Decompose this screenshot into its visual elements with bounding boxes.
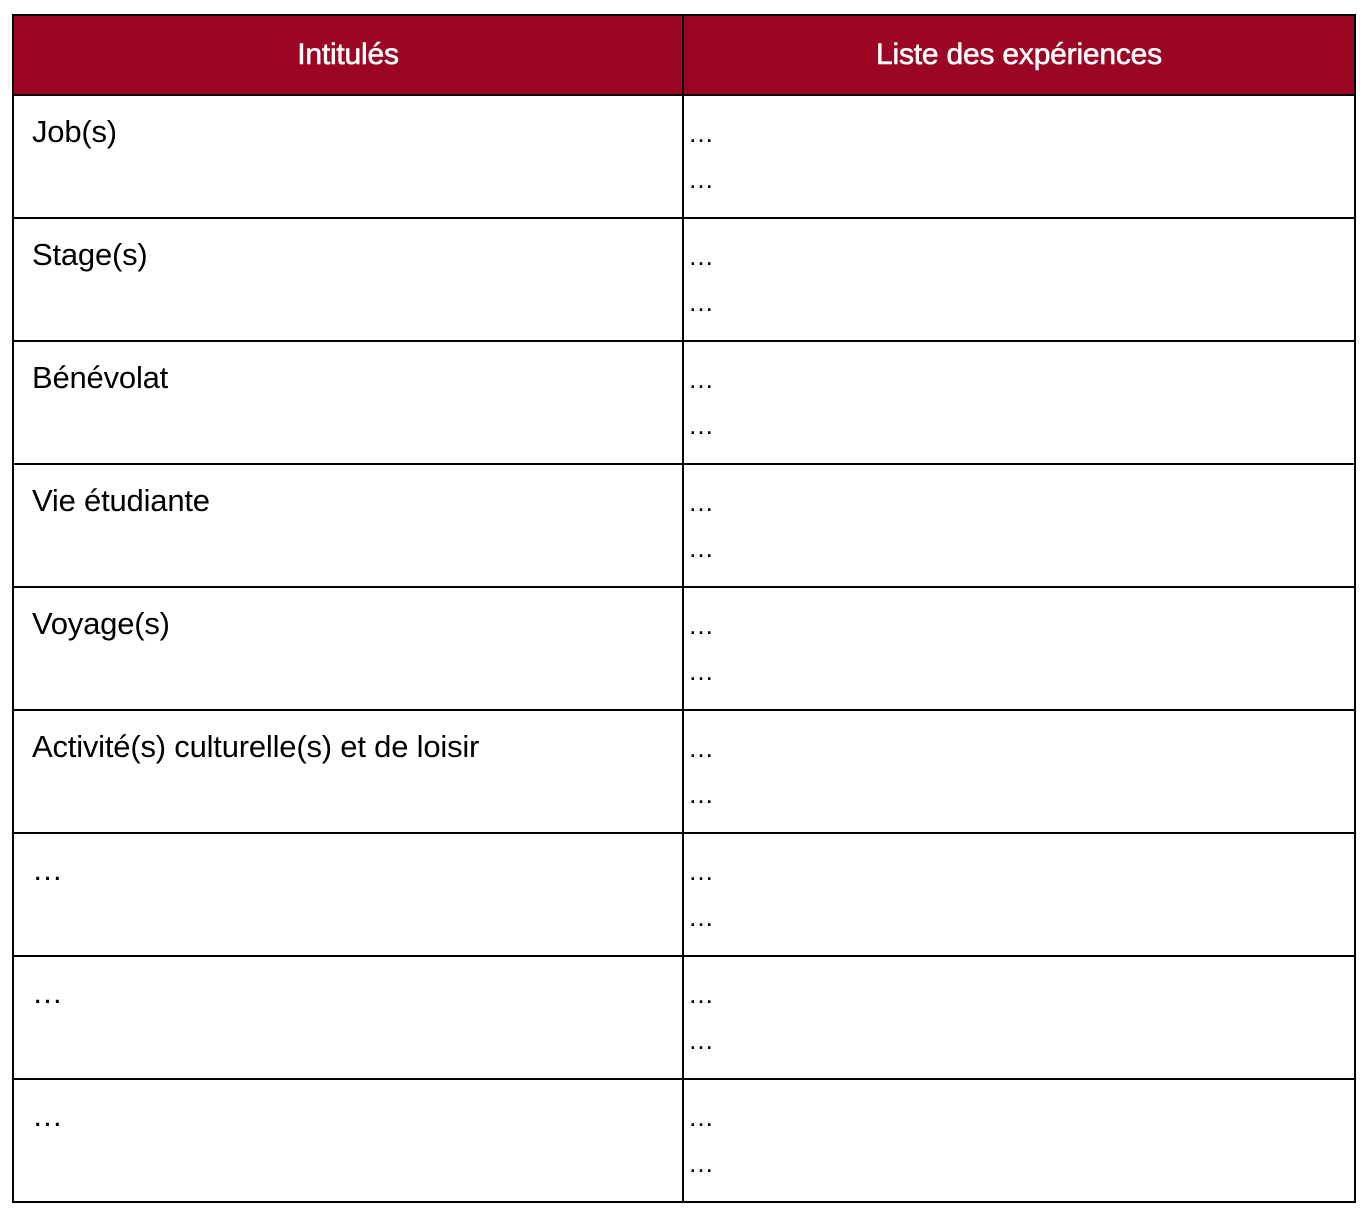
intitule-label: Voyage(s): [32, 606, 170, 641]
intitule-label: Bénévolat: [32, 360, 169, 395]
experience-entry: …: [688, 656, 715, 686]
table-header: Intitulés Liste des expériences: [12, 14, 1356, 96]
intitule-cell: Vie étudiante: [12, 463, 684, 588]
experiences-cell: ……: [682, 463, 1356, 588]
header-label-experiences: Liste des expériences: [876, 38, 1163, 72]
header-row: Intitulés Liste des expériences: [12, 14, 1356, 96]
intitule-cell: Stage(s): [12, 217, 684, 342]
intitule-cell: …: [12, 955, 684, 1080]
experience-entry: …: [688, 533, 715, 563]
intitule-label: …: [32, 975, 63, 1010]
experiences-cell: ……: [682, 586, 1356, 711]
intitule-cell: …: [12, 832, 684, 957]
experience-entry: …: [688, 733, 715, 763]
experience-entry: …: [688, 118, 715, 148]
experience-entry: …: [688, 979, 715, 1009]
experiences-table-container: Intitulés Liste des expériences Job(s)………: [12, 14, 1356, 1203]
experiences-table: Intitulés Liste des expériences Job(s)………: [12, 14, 1356, 1203]
experience-entry: …: [688, 779, 715, 809]
intitule-label: …: [32, 1098, 63, 1133]
experiences-cell: ……: [682, 94, 1356, 219]
intitule-cell: Bénévolat: [12, 340, 684, 465]
table-row: ………: [12, 832, 1356, 957]
intitule-label: Job(s): [32, 114, 117, 149]
experiences-cell: ……: [682, 955, 1356, 1080]
table-body: Job(s)…… Stage(s)…… Bénévolat…… Vie étudian…: [12, 94, 1356, 1203]
table-row: Voyage(s)……: [12, 586, 1356, 711]
experience-entry: …: [688, 902, 715, 932]
experiences-cell: ……: [682, 709, 1356, 834]
experience-entry: …: [688, 856, 715, 886]
intitule-label: Vie étudiante: [32, 483, 210, 518]
intitule-cell: …: [12, 1078, 684, 1203]
experiences-cell: ……: [682, 340, 1356, 465]
experience-entry: …: [688, 241, 715, 271]
table-row: Job(s)……: [12, 94, 1356, 219]
table-row: ………: [12, 1078, 1356, 1203]
header-label-intitules: Intitulés: [297, 38, 399, 72]
experience-entry: …: [688, 164, 715, 194]
table-row: ………: [12, 955, 1356, 1080]
table-row: Vie étudiante……: [12, 463, 1356, 588]
experiences-cell: ……: [682, 1078, 1356, 1203]
header-cell-experiences: Liste des expériences: [682, 14, 1356, 96]
intitule-cell: Job(s): [12, 94, 684, 219]
experience-entry: …: [688, 1148, 715, 1178]
experiences-cell: ……: [682, 832, 1356, 957]
intitule-label: Activité(s) culturelle(s) et de loisir: [32, 729, 480, 764]
experience-entry: …: [688, 1025, 715, 1055]
experience-entry: …: [688, 487, 715, 517]
intitule-label: …: [32, 852, 63, 887]
experience-entry: …: [688, 410, 715, 440]
experience-entry: …: [688, 610, 715, 640]
intitule-label: Stage(s): [32, 237, 148, 272]
experience-entry: …: [688, 287, 715, 317]
experience-entry: …: [688, 1102, 715, 1132]
intitule-cell: Voyage(s): [12, 586, 684, 711]
experience-entry: …: [688, 364, 715, 394]
header-cell-intitules: Intitulés: [12, 14, 684, 96]
table-row: Bénévolat……: [12, 340, 1356, 465]
table-row: Stage(s)……: [12, 217, 1356, 342]
experiences-cell: ……: [682, 217, 1356, 342]
intitule-cell: Activité(s) culturelle(s) et de loisir: [12, 709, 684, 834]
table-row: Activité(s) culturelle(s) et de loisir……: [12, 709, 1356, 834]
